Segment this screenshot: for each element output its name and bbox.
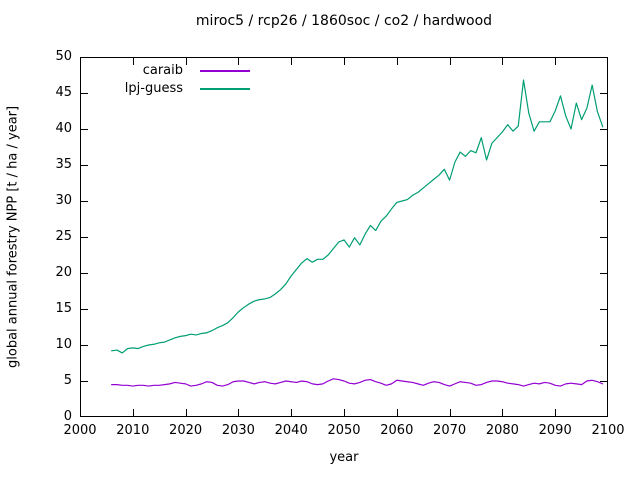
x-tick-label: 2030 (221, 423, 255, 438)
y-tick-label: 40 (55, 121, 72, 136)
x-axis-label: year (329, 450, 359, 465)
x-tick-label: 2080 (485, 423, 519, 438)
y-tick-label: 10 (55, 337, 72, 352)
y-tick-label: 45 (55, 85, 72, 100)
legend-label-lpj-guess: lpj-guess (124, 81, 183, 96)
plot-area (80, 57, 608, 417)
plot-border (80, 57, 608, 417)
y-tick-label: 35 (55, 157, 72, 172)
x-tick-label: 2060 (380, 423, 414, 438)
x-tick-label: 2050 (327, 423, 361, 438)
y-tick-label: 0 (63, 409, 72, 424)
legend-line-sample-lpj-guess (200, 88, 250, 90)
y-tick-label: 15 (55, 301, 72, 316)
y-tick-label: 20 (55, 265, 72, 280)
x-tick-label: 2100 (591, 423, 625, 438)
y-tick-label: 5 (63, 373, 72, 388)
x-tick-label: 2090 (538, 423, 572, 438)
x-tick-label: 2010 (116, 423, 150, 438)
x-tick-label: 2000 (63, 423, 97, 438)
y-tick-label: 30 (55, 193, 72, 208)
x-tick-label: 2070 (433, 423, 467, 438)
x-tick-label: 2020 (169, 423, 203, 438)
legend-line-sample-caraib (200, 70, 250, 72)
series-line-lpj-guess (111, 79, 604, 354)
y-tick-label: 25 (55, 229, 72, 244)
chart-title: miroc5 / rcp26 / 1860soc / co2 / hardwoo… (195, 13, 493, 29)
x-tick-label: 2040 (274, 423, 308, 438)
y-tick-label: 50 (55, 49, 72, 64)
series-line-caraib (111, 378, 604, 387)
legend-label-caraib: caraib (142, 63, 183, 78)
